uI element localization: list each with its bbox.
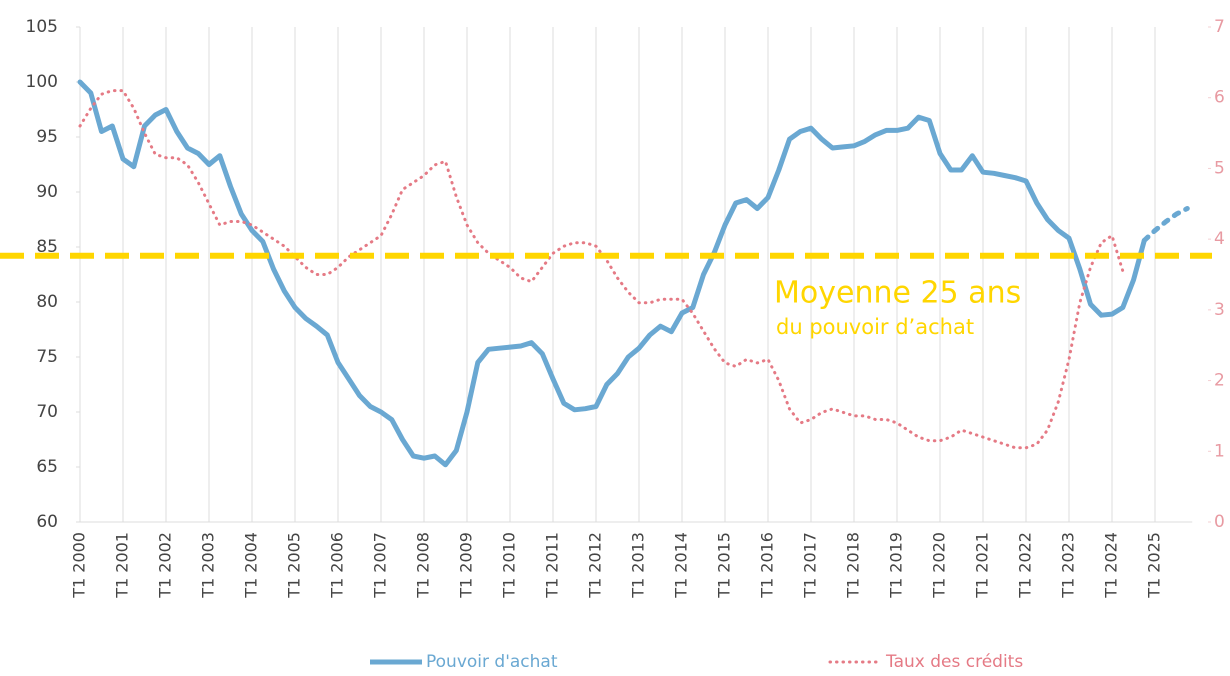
x-tick-label: T1 2019 — [887, 532, 906, 599]
y-tick-label: 100 — [26, 72, 58, 92]
x-tick-label: T1 2008 — [414, 532, 433, 599]
y-tick-label: 105 — [26, 17, 58, 37]
x-tick-label: T1 2022 — [1016, 532, 1035, 599]
x-tick-label: T1 2002 — [156, 532, 175, 599]
x-tick-label: T1 2000 — [70, 532, 89, 599]
x-tick-label: T1 2001 — [113, 532, 132, 599]
x-tick-label: T1 2009 — [457, 532, 476, 599]
reference-label: Moyenne 25 ans — [774, 275, 1021, 310]
y2-tick-label: 6 — [1214, 88, 1225, 108]
x-tick-label: T1 2023 — [1059, 532, 1078, 599]
y2-tick-label: 1 — [1214, 441, 1225, 461]
y2-tick-label: 5 — [1214, 158, 1225, 178]
reference-sublabel: du pouvoir d’achat — [776, 315, 974, 339]
legend-label: Taux des crédits — [885, 652, 1023, 672]
x-tick-label: T1 2003 — [199, 532, 218, 599]
x-tick-label: T1 2014 — [672, 532, 691, 599]
x-tick-label: T1 2021 — [973, 532, 992, 599]
y2-tick-label: 3 — [1214, 300, 1225, 320]
y2-tick-label: 0 — [1214, 512, 1225, 532]
x-tick-label: T1 2005 — [285, 532, 304, 599]
x-tick-label: T1 2006 — [328, 532, 347, 599]
x-tick-label: T1 2015 — [715, 532, 734, 599]
x-tick-label: T1 2004 — [242, 532, 261, 599]
x-tick-label: T1 2013 — [629, 532, 648, 599]
y-tick-label: 70 — [36, 402, 58, 422]
y-tick-label: 60 — [36, 512, 58, 532]
x-tick-label: T1 2017 — [801, 532, 820, 599]
series-line — [1141, 206, 1190, 243]
x-tick-label: T1 2020 — [930, 532, 949, 599]
y2-tick-label: 4 — [1214, 229, 1225, 249]
y2-tick-label: 7 — [1214, 17, 1225, 37]
y2-tick-label: 2 — [1214, 371, 1225, 391]
x-tick-label: T1 2018 — [844, 532, 863, 599]
x-tick-label: T1 2010 — [500, 532, 519, 599]
y-tick-label: 80 — [36, 292, 58, 312]
y-tick-label: 90 — [36, 182, 58, 202]
y-tick-label: 65 — [36, 457, 58, 477]
x-tick-label: T1 2011 — [543, 532, 562, 599]
x-tick-label: T1 2007 — [371, 532, 390, 599]
y-tick-label: 95 — [36, 127, 58, 147]
legend-label: Pouvoir d'achat — [426, 652, 558, 672]
series-line — [77, 79, 1147, 468]
x-tick-label: T1 2024 — [1102, 532, 1121, 599]
x-tick-label: T1 2025 — [1145, 532, 1164, 599]
y-tick-label: 75 — [36, 347, 58, 367]
x-tick-label: T1 2016 — [758, 532, 777, 599]
x-tick-label: T1 2012 — [586, 532, 605, 599]
y-tick-label: 85 — [36, 237, 58, 257]
